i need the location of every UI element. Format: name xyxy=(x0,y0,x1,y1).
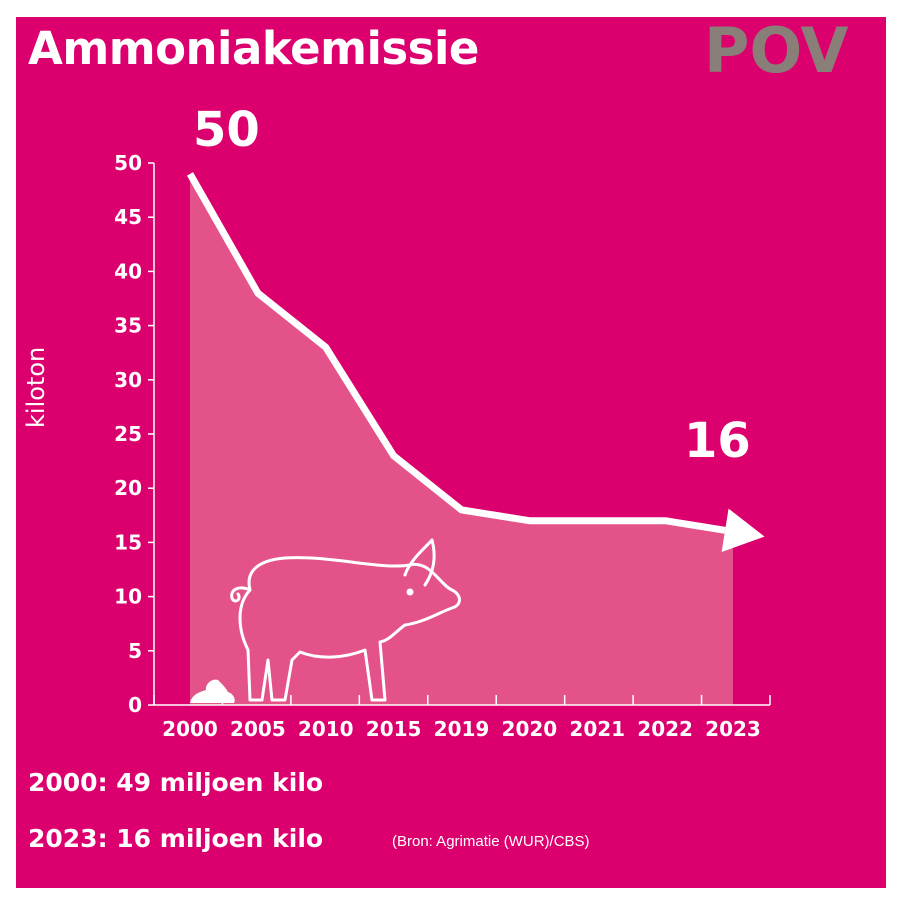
y-ticks: 0 5 10 15 20 25 30 35 40 45 50 xyxy=(114,151,154,717)
x-tick-label: 2015 xyxy=(366,717,422,741)
y-tick-label: 30 xyxy=(114,368,142,392)
x-tick-label: 2023 xyxy=(705,717,761,741)
y-tick-label: 35 xyxy=(114,314,142,338)
poop-illustration xyxy=(190,679,235,703)
y-tick-label: 25 xyxy=(114,422,142,446)
y-tick-label: 5 xyxy=(128,639,142,663)
area-fill xyxy=(190,173,733,706)
arrow-head xyxy=(721,508,765,553)
y-tick-label: 0 xyxy=(128,693,142,717)
y-tick-label: 45 xyxy=(114,205,142,229)
pig-logo-icon: POV xyxy=(704,14,848,80)
y-tick-label: 10 xyxy=(114,585,142,609)
end-value-label: 16 xyxy=(684,413,751,469)
x-tick-label: 2019 xyxy=(434,717,490,741)
source-note: (Bron: Agrimatie (WUR)/CBS) xyxy=(392,833,590,850)
x-tick-label: 2022 xyxy=(637,717,693,741)
x-tick-label: 2000 xyxy=(162,717,218,741)
page-title: Ammoniakemissie xyxy=(28,22,479,75)
x-tick-label: 2020 xyxy=(502,717,558,741)
footer-line-2000: 2000: 49 miljoen kilo xyxy=(28,768,324,797)
series-line xyxy=(186,172,726,534)
y-tick-label: 15 xyxy=(114,530,142,554)
x-tick-label: 2010 xyxy=(298,717,354,741)
pig-illustration xyxy=(230,538,461,702)
logo-text: POV xyxy=(704,14,848,80)
footer-line-2023: 2023: 16 miljoen kilo xyxy=(28,824,324,853)
x-ticks: 2000 2005 2010 2015 2019 2020 2021 2022 2023 xyxy=(153,695,771,741)
x-tick-label: 2021 xyxy=(569,717,625,741)
y-tick-label: 50 xyxy=(114,151,142,175)
y-tick-label: 40 xyxy=(114,259,142,283)
start-value-label: 50 xyxy=(193,102,260,158)
x-tick-label: 2005 xyxy=(230,717,286,741)
y-tick-label: 20 xyxy=(114,476,142,500)
chart-panel xyxy=(16,17,886,888)
